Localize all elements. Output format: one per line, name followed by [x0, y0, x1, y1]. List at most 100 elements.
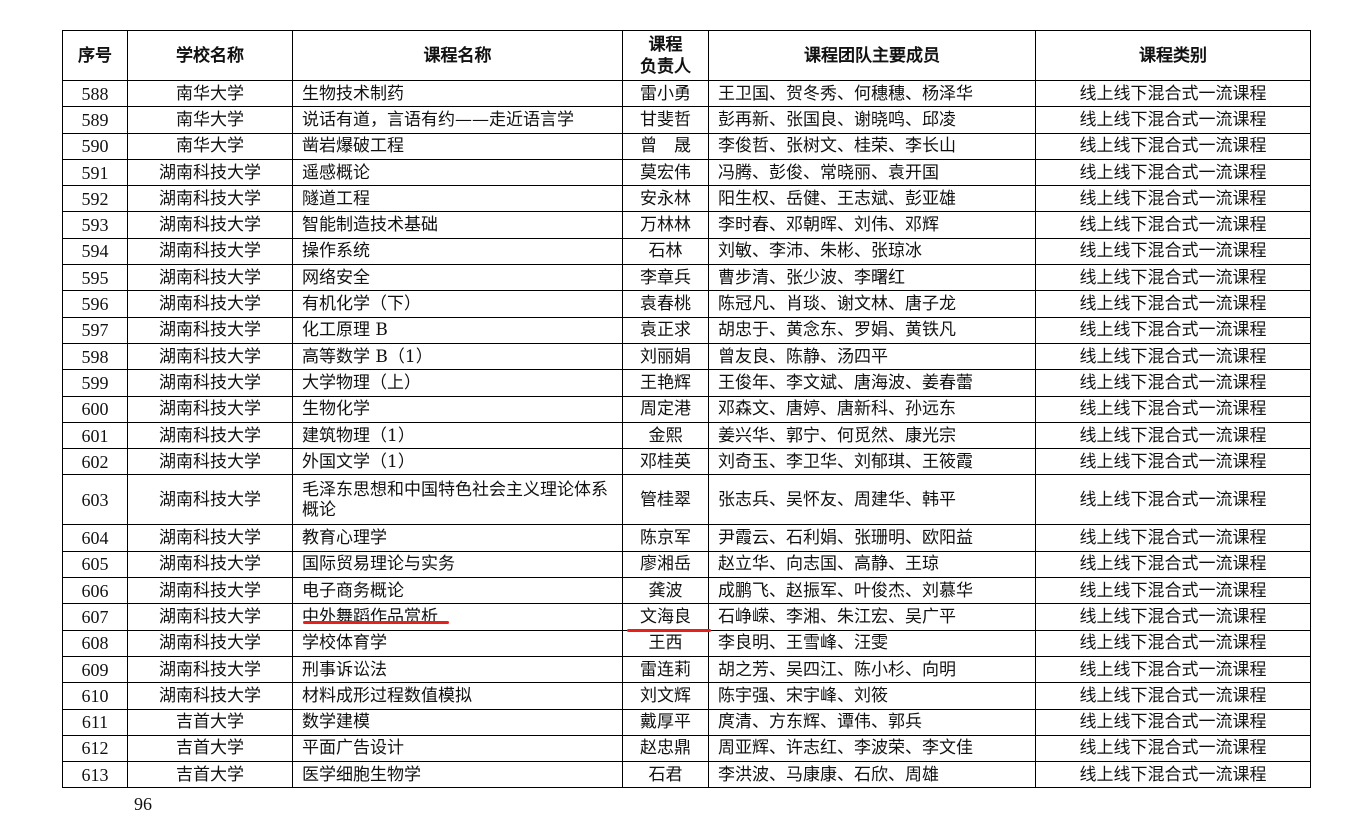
table-row: 597 湖南科技大学 化工原理 B 袁正求 胡忠于、黄念东、罗娟、黄铁凡 线上线下混合式一… [62, 316, 1311, 344]
cell-category: 线上线下混合式一流课程 [1035, 734, 1311, 763]
cell-index: 597 [62, 316, 128, 344]
cell-course: 电子商务概论 [292, 577, 623, 605]
cell-category: 线上线下混合式一流课程 [1035, 237, 1311, 266]
cell-category: 线上线下混合式一流课程 [1035, 682, 1311, 710]
cell-course: 毛泽东思想和中国特色社会主义理论体系概论 [292, 474, 623, 526]
cell-course: 智能制造技术基础 [292, 211, 623, 239]
course-table: 序号 学校名称 课程名称 课程 负责人 课程团队主要成员 课程类别 588 南华大… [62, 30, 1311, 789]
cell-course: 化工原理 B [292, 316, 623, 344]
cell-category: 线上线下混合式一流课程 [1035, 185, 1311, 213]
cell-index: 605 [62, 550, 128, 579]
cell-lead: 管桂翠 [622, 474, 709, 526]
cell-index: 588 [62, 79, 128, 108]
cell-team: 李洪波、马康康、石欣、周雄 [708, 761, 1036, 789]
cell-course: 医学细胞生物学 [292, 761, 623, 789]
cell-team: 姜兴华、郭宁、何觅然、康光宗 [708, 421, 1036, 450]
cell-lead: 刘文辉 [622, 682, 709, 710]
table-row: 609 湖南科技大学 刑事诉讼法 雷连莉 胡之芳、吴四江、陈小杉、向明 线上线下混合式一流… [62, 655, 1311, 684]
table-row: 608 湖南科技大学 学校体育学 王西 李良明、王雪峰、汪雯 线上线下混合式一流课程 [62, 629, 1311, 657]
table-row: 606 湖南科技大学 电子商务概论 龚波 成鹏飞、赵振军、叶俊杰、刘慕华 线上线下混合式一… [62, 577, 1311, 605]
cell-school: 南华大学 [127, 132, 293, 160]
cell-index: 593 [62, 211, 128, 239]
cell-index: 600 [62, 395, 128, 423]
table-row: 590 南华大学 凿岩爆破工程曾 晟李俊哲、张树文、桂荣、李长山 线上线下混合式一流课… [62, 132, 1311, 160]
cell-index: 612 [62, 734, 128, 763]
table-row: 611 吉首大学 数学建模 戴厚平 庹清、方东辉、谭伟、郭兵 线上线下混合式一流课程 [62, 708, 1311, 736]
table-row: 610 湖南科技大学 材料成形过程数值模拟 刘文辉 陈宇强、宋宇峰、刘筱 线上线下混合式一… [62, 682, 1311, 710]
cell-course: 平面广告设计 [292, 734, 623, 763]
table-row: 588 南华大学 生物技术制药 雷小勇 王卫国、贺冬秀、何穗穗、杨泽华 线上线下混合式一流… [62, 79, 1311, 108]
cell-category: 线上线下混合式一流课程 [1035, 448, 1311, 476]
cell-team: 陈冠凡、肖琰、谢文林、唐子龙 [708, 290, 1036, 318]
cell-school: 南华大学 [127, 106, 293, 134]
cell-category: 线上线下混合式一流课程 [1035, 577, 1311, 605]
cell-lead: 安永林 [622, 185, 709, 213]
cell-school: 湖南科技大学 [127, 421, 293, 450]
cell-category: 线上线下混合式一流课程 [1035, 524, 1311, 552]
cell-course: 有机化学（下） [292, 290, 623, 318]
table-row: 603 湖南科技大学 毛泽东思想和中国特色社会主义理论体系概论 管桂翠 张志兵、吴怀友、… [62, 474, 1311, 526]
cell-course: 生物化学 [292, 395, 623, 423]
cell-lead: 文海良 [622, 603, 709, 631]
cell-lead: 王西 [622, 629, 709, 657]
cell-lead: 石林 [622, 237, 709, 266]
table-row: 612 吉首大学 平面广告设计 赵忠鼎 周亚辉、许志红、李波荣、李文佳 线上线下混合式一流… [62, 734, 1311, 763]
cell-team: 王俊年、李文斌、唐海波、姜春蕾 [708, 369, 1036, 397]
cell-school: 湖南科技大学 [127, 629, 293, 657]
table-row: 604 湖南科技大学 教育心理学 陈京军 尹霞云、石利娟、张珊明、欧阳益 线上线下混合式一… [62, 524, 1311, 552]
cell-school: 吉首大学 [127, 761, 293, 789]
cell-school: 湖南科技大学 [127, 185, 293, 213]
cell-category: 线上线下混合式一流课程 [1035, 316, 1311, 344]
cell-school: 湖南科技大学 [127, 264, 293, 292]
cell-lead: 廖湘岳 [622, 550, 709, 579]
table-row: 598 湖南科技大学 高等数学 B（1） 刘丽娟 曾友良、陈静、汤四平 线上线下混合式一流… [62, 342, 1311, 371]
cell-team: 石峥嵘、李湘、朱江宏、吴广平 [708, 603, 1036, 631]
cell-school: 南华大学 [127, 79, 293, 108]
cell-team: 邓森文、唐婷、唐新科、孙远东 [708, 395, 1036, 423]
cell-course: 数学建模 [292, 708, 623, 736]
cell-team: 成鹏飞、赵振军、叶俊杰、刘慕华 [708, 577, 1036, 605]
cell-team: 庹清、方东辉、谭伟、郭兵 [708, 708, 1036, 736]
cell-category: 线上线下混合式一流课程 [1035, 603, 1311, 631]
table-row: 607 湖南科技大学 中外舞蹈作品赏析 文海良 石峥嵘、李湘、朱江宏、吴广平 线上线下混合… [62, 603, 1311, 631]
cell-team: 刘敏、李沛、朱彬、张琼冰 [708, 237, 1036, 266]
cell-school: 湖南科技大学 [127, 682, 293, 710]
cell-team: 曾友良、陈静、汤四平 [708, 342, 1036, 371]
cell-school: 湖南科技大学 [127, 290, 293, 318]
cell-school: 湖南科技大学 [127, 603, 293, 631]
cell-lead: 李章兵 [622, 264, 709, 292]
cell-team: 冯腾、彭俊、常晓丽、袁开国 [708, 158, 1036, 187]
header-category: 课程类别 [1035, 30, 1311, 81]
cell-team: 胡之芳、吴四江、陈小杉、向明 [708, 655, 1036, 684]
header-index: 序号 [62, 30, 128, 81]
header-lead: 课程 负责人 [622, 30, 709, 81]
table-row: 601 湖南科技大学 建筑物理（1） 金熙 姜兴华、郭宁、何觅然、康光宗 线上线下混合式一… [62, 421, 1311, 450]
table-header-row: 序号 学校名称 课程名称 课程 负责人 课程团队主要成员 课程类别 [62, 30, 1311, 81]
cell-category: 线上线下混合式一流课程 [1035, 290, 1311, 318]
cell-lead: 曾 晟 [622, 132, 709, 160]
cell-team: 尹霞云、石利娟、张珊明、欧阳益 [708, 524, 1036, 552]
cell-index: 613 [62, 761, 128, 789]
header-school: 学校名称 [127, 30, 293, 81]
cell-school: 湖南科技大学 [127, 395, 293, 423]
cell-course: 教育心理学 [292, 524, 623, 552]
cell-lead: 袁正求 [622, 316, 709, 344]
cell-team: 曹步清、张少波、李曙红 [708, 264, 1036, 292]
table-row: 593 湖南科技大学 智能制造技术基础 万林林 李时春、邓朝晖、刘伟、邓辉 线上线下混合式… [62, 211, 1311, 239]
table-row: 591 湖南科技大学 遥感概论 莫宏伟 冯腾、彭俊、常晓丽、袁开国 线上线下混合式一流课程 [62, 158, 1311, 187]
cell-category: 线上线下混合式一流课程 [1035, 550, 1311, 579]
cell-lead: 刘丽娟 [622, 342, 709, 371]
cell-school: 湖南科技大学 [127, 158, 293, 187]
cell-category: 线上线下混合式一流课程 [1035, 342, 1311, 371]
cell-school: 吉首大学 [127, 734, 293, 763]
cell-team: 陈宇强、宋宇峰、刘筱 [708, 682, 1036, 710]
cell-school: 湖南科技大学 [127, 524, 293, 552]
cell-index: 611 [62, 708, 128, 736]
table-row: 595 湖南科技大学 网络安全 李章兵 曹步清、张少波、李曙红 线上线下混合式一流课程 [62, 264, 1311, 292]
header-team: 课程团队主要成员 [708, 30, 1036, 81]
cell-lead: 雷连莉 [622, 655, 709, 684]
cell-course: 网络安全 [292, 264, 623, 292]
cell-course: 外国文学（1） [292, 448, 623, 476]
cell-category: 线上线下混合式一流课程 [1035, 629, 1311, 657]
header-course: 课程名称 [292, 30, 623, 81]
